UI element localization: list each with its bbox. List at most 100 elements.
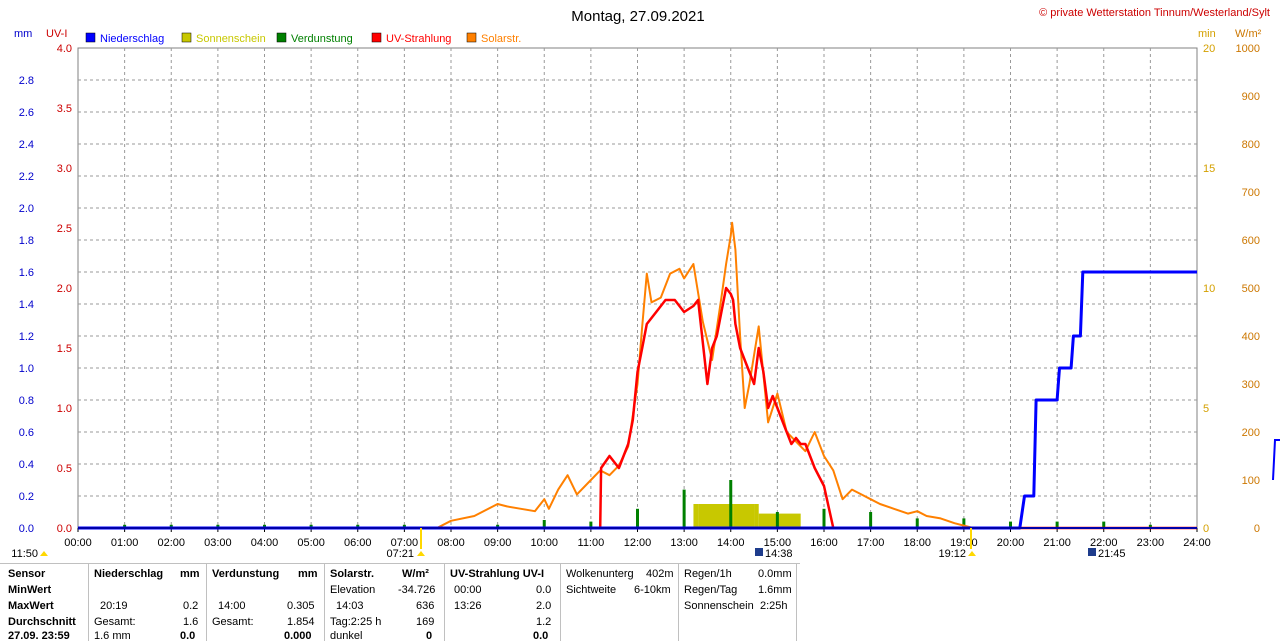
uv-header: UV-Strahlung UV-I — [450, 568, 545, 580]
x-tick-label: 18:00 — [903, 537, 931, 549]
x-tick-label: 13:00 — [670, 537, 698, 549]
mm-tick-label: 2.8 — [19, 75, 34, 87]
moon-time-1: 14:38 — [765, 548, 793, 560]
legend-swatch — [466, 32, 477, 43]
table-divider — [796, 563, 797, 641]
mm-tick-label: 1.2 — [19, 331, 34, 343]
x-tick-label: 11:00 — [578, 537, 605, 549]
table-divider — [560, 563, 561, 641]
tick-labels: 00:00 01:00 02:00 03:00 04:00 05:00 06:00 07:00… — [19, 43, 1260, 549]
evaporation-bar — [1009, 521, 1012, 528]
niederschlag-unit: mm — [180, 568, 200, 580]
regen-value-2: 1.6mm — [758, 584, 792, 596]
mm-tick-label: 0.6 — [19, 427, 34, 439]
wm2-tick-label: 800 — [1242, 139, 1260, 151]
weather-chart: Montag, 27.09.2021 © private Wetterstati… — [11, 7, 1280, 560]
evaporation-bar — [1102, 521, 1106, 528]
evaporation-bar — [496, 524, 500, 528]
legend-swatch — [276, 32, 287, 43]
uv-max-val: 2.0 — [536, 600, 552, 612]
row-last: 27.09. 23:59 — [8, 630, 70, 642]
verdunstung-max-val: 0.305 — [287, 600, 315, 612]
min-tick-label: 20 — [1203, 43, 1215, 55]
regen-value-1: 0.0mm — [758, 568, 792, 580]
uv-tick-label: 3.0 — [57, 163, 72, 175]
niederschlag-max-time: 20:19 — [100, 600, 128, 612]
mm-tick-label: 1.0 — [19, 363, 34, 375]
evaporation-bar — [915, 518, 919, 528]
uv-avg-val: 1.2 — [536, 616, 552, 628]
legend-label: Verdunstung — [291, 33, 353, 45]
moonrise-left-time: 11:50 — [11, 548, 38, 560]
niederschlag-header: Niederschlag — [94, 568, 164, 580]
uv-tick-label: 0.0 — [57, 523, 72, 535]
x-tick-label: 08:00 — [437, 537, 465, 549]
x-tick-label: 00:00 — [64, 537, 92, 549]
uv-tick-label: 4.0 — [57, 43, 72, 55]
solar-last-b: 0 — [426, 630, 433, 642]
solar-tag-val: 169 — [416, 616, 435, 628]
verdunstung-last-b: 0.000 — [284, 630, 312, 642]
mm-tick-label: 0.4 — [19, 459, 34, 471]
evaporation-bar — [729, 480, 733, 528]
mm-tick-label: 1.4 — [19, 299, 34, 311]
wm2-tick-label: 200 — [1242, 427, 1260, 439]
evaporation-bar — [775, 512, 779, 528]
chart-title: Montag, 27.09.2021 — [571, 8, 704, 25]
wolken-value-1: 402m — [646, 568, 674, 580]
wm2-tick-label: 400 — [1242, 331, 1260, 343]
wm2-tick-label: 600 — [1242, 235, 1260, 247]
table-divider — [678, 563, 679, 641]
uv-max-time: 13:26 — [454, 600, 482, 612]
x-tick-label: 14:00 — [717, 537, 745, 549]
x-tick-label: 09:00 — [484, 537, 512, 549]
sunshine-bar — [758, 513, 801, 528]
verdunstung-gesamt-val: 1.854 — [287, 616, 315, 628]
mm-tick-label: 0.2 — [19, 491, 34, 503]
evaporation-bar — [123, 524, 127, 528]
x-tick-label: 04:00 — [251, 537, 279, 549]
sunshine-bar — [733, 504, 755, 528]
evaporation-bar — [636, 508, 639, 528]
niederschlag-last-a: 1.6 mm — [94, 630, 131, 642]
sunset-time: 19:12 — [938, 548, 966, 560]
axis-label-min: min — [1198, 28, 1216, 40]
sun-moon-markers: 11:50 07:21 14:38 19:12 21:45 — [11, 528, 1126, 560]
verdunstung-unit: mm — [298, 568, 318, 580]
row-minwert: MinWert — [8, 584, 52, 596]
verdunstung-max-time: 14:00 — [218, 600, 246, 612]
min-tick-label: 5 — [1203, 403, 1209, 415]
wolken-label-1: Wolkenunterg — [566, 568, 634, 580]
sun-icon — [40, 551, 48, 556]
table-divider — [206, 563, 207, 641]
mm-tick-label: 0.0 — [19, 523, 34, 535]
x-tick-label: 17:00 — [857, 537, 885, 549]
legend-swatch — [85, 32, 96, 43]
evaporation-bar — [962, 518, 966, 528]
niederschlag-gesamt-label: Gesamt: — [94, 616, 136, 628]
wm2-tick-label: 1000 — [1236, 43, 1260, 55]
min-tick-label: 15 — [1203, 163, 1215, 175]
table-top-border — [0, 563, 800, 564]
mm-tick-label: 2.2 — [19, 171, 34, 183]
sunshine-bar — [698, 504, 731, 528]
x-tick-label: 21:00 — [1043, 537, 1071, 549]
wolken-value-2: 6-10km — [634, 584, 671, 596]
wm2-tick-label: 300 — [1242, 379, 1260, 391]
x-tick-label: 07:00 — [391, 537, 419, 549]
mm-tick-label: 2.4 — [19, 139, 34, 151]
x-tick-label: 06:00 — [344, 537, 372, 549]
evaporation-bar — [216, 524, 220, 528]
x-tick-label: 20:00 — [997, 537, 1025, 549]
row-durchschnitt: Durchschnitt — [8, 616, 76, 628]
mm-tick-label: 2.6 — [19, 107, 34, 119]
regen-label-3: Sonnenschein — [684, 600, 754, 612]
x-tick-label: 23:00 — [1137, 537, 1165, 549]
x-tick-label: 15:00 — [764, 537, 792, 549]
solar-dunkel: dunkel — [330, 630, 363, 642]
solar-elev-label: Elevation — [330, 584, 376, 596]
uv-line — [78, 286, 1197, 530]
wm2-tick-label: 0 — [1254, 523, 1260, 535]
evaporation-bar — [356, 524, 360, 528]
evaporation-bar — [589, 521, 593, 528]
